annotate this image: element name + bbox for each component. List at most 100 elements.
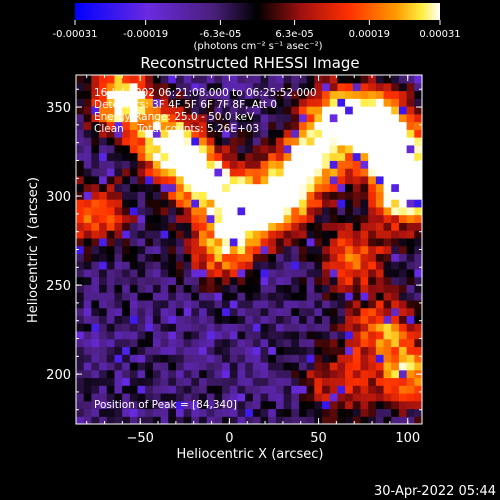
heatmap-cell [414,183,422,192]
heatmap-cell [137,323,146,332]
heatmap-cell [191,175,200,185]
heatmap-cell [222,191,231,200]
heatmap-cell [99,98,108,107]
heatmap-cell [214,137,223,146]
heatmap-cell [206,323,215,332]
heatmap-cell [199,183,208,192]
heatmap-cell [345,191,354,200]
heatmap-cell [275,129,285,138]
heatmap-cell [306,307,315,317]
heatmap-cell [275,237,285,247]
heatmap-cell [199,168,208,177]
heatmap-cell [168,206,177,216]
heatmap-cell [237,191,246,200]
heatmap-cell [360,75,369,84]
heatmap-cell [360,90,369,99]
heatmap-cell [345,214,354,223]
heatmap-cell [306,346,315,355]
heatmap-cell [414,323,422,332]
heatmap-cell [99,183,108,192]
heatmap-cell [214,268,223,278]
heatmap-cell [360,183,369,192]
heatmap-cell [298,230,308,239]
heatmap-cell [76,323,85,332]
heatmap-cell [229,191,239,200]
heatmap-cell [391,121,400,130]
heatmap-cell [245,82,254,92]
heatmap-cell [260,82,269,92]
heatmap-cell [199,90,208,99]
heatmap-cell [252,160,262,169]
heatmap-cell [191,284,200,293]
heatmap-cell [298,75,308,84]
heatmap-cell [283,369,292,379]
heatmap-cell [391,284,400,293]
heatmap-cell [360,268,369,278]
heatmap-cell [122,183,131,192]
heatmap-cell [306,121,315,130]
heatmap-cell [160,199,169,208]
heatmap-cell [214,230,223,239]
heatmap-cell [314,98,323,107]
heatmap-cell [291,299,300,309]
heatmap-cell [406,253,415,262]
colorbar-units-label: (photons cm⁻² s⁻¹ asec⁻²) [193,41,322,52]
heatmap-cell [360,113,369,123]
heatmap-cell [398,323,408,332]
heatmap-cell [222,338,231,348]
heatmap-cell [160,75,169,84]
heatmap-cell [199,199,208,208]
heatmap-cell [191,129,200,138]
heatmap-cell [298,191,308,200]
heatmap-cell [237,137,246,146]
heatmap-cell [268,292,277,301]
heatmap-cell [383,408,392,417]
heatmap-cell [360,199,369,208]
heatmap-cell [83,416,92,424]
heatmap-cell [398,82,408,92]
heatmap-cell [199,144,208,154]
heatmap-cell [298,199,308,208]
heatmap-cell [206,152,215,161]
heatmap-cell [222,261,231,270]
heatmap-cell [191,292,200,301]
heatmap-cell [137,245,146,254]
heatmap-cell [322,361,331,371]
heatmap-cell [191,82,200,92]
heatmap-cell [152,261,162,270]
heatmap-cell [229,230,239,239]
heatmap-cell [406,400,415,410]
heatmap-cell [283,199,292,208]
y-tick-label: 300 [46,190,71,205]
heatmap-cell [214,253,223,262]
heatmap-cell [352,377,362,386]
heatmap-cell [175,284,185,293]
heatmap-cells [76,75,422,424]
heatmap-cell [199,206,208,216]
heatmap-cell [122,206,131,216]
heatmap-cell [160,400,169,410]
heatmap-cell [291,144,300,154]
heatmap-cell [329,338,339,348]
heatmap-cell [383,330,392,340]
heatmap-cell [106,377,116,386]
heatmap-cell [206,75,215,84]
heatmap-cell [152,206,162,216]
heatmap-cell [245,299,254,309]
heatmap-cell [406,175,415,185]
heatmap-cell [368,152,377,161]
heatmap-cell [260,191,269,200]
heatmap-cell [291,354,300,363]
heatmap-cell [160,144,169,154]
heatmap-cell [375,230,385,239]
heatmap-cell [375,144,385,154]
heatmap-cell [106,292,116,301]
heatmap-cell [298,206,308,216]
heatmap-cell [383,268,392,278]
colorbar-tick-label: 0.00031 [419,29,460,40]
heatmap-cell [245,222,254,231]
heatmap-cell [306,392,315,402]
heatmap-cell [398,90,408,99]
heatmap-cell [76,400,85,410]
heatmap-cell [137,369,146,379]
